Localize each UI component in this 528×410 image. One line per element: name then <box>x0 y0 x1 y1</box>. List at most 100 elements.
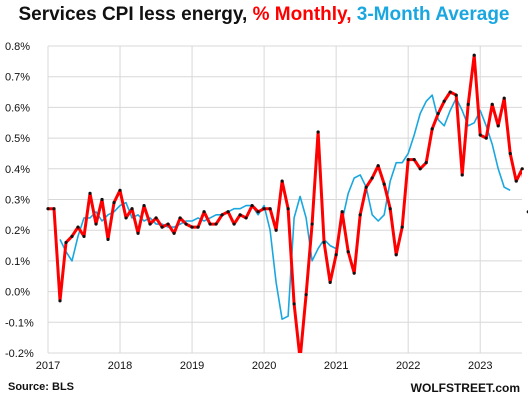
monthly-data-point <box>154 216 158 220</box>
monthly-data-point <box>430 127 434 131</box>
monthly-data-point <box>190 225 194 229</box>
monthly-data-point <box>64 240 68 245</box>
x-tick-label: 2017 <box>36 360 60 372</box>
monthly-data-point <box>214 222 218 226</box>
y-tick-label: 0.0% <box>5 287 30 299</box>
y-tick-label: -0.2% <box>5 348 34 360</box>
y-tick-label: 0.3% <box>5 195 30 207</box>
x-tick-label: 2023 <box>468 360 492 372</box>
monthly-data-point <box>244 216 248 220</box>
monthly-data-point <box>208 222 212 226</box>
monthly-data-point <box>46 207 50 211</box>
monthly-data-point <box>160 225 164 229</box>
monthly-data-point <box>310 222 314 226</box>
monthly-data-point <box>412 157 416 162</box>
title-part-monthly: % Monthly, <box>247 4 352 25</box>
x-tick-label: 2018 <box>108 360 132 372</box>
monthly-data-point <box>520 167 524 171</box>
monthly-data-point <box>256 210 260 214</box>
monthly-data-point <box>352 271 356 275</box>
title-part-average: 3-Month Average <box>351 4 510 25</box>
monthly-data-point <box>400 225 404 229</box>
monthly-data-point <box>238 213 242 217</box>
monthly-data-point <box>196 225 200 229</box>
monthly-data-point <box>376 164 380 168</box>
monthly-data-point <box>292 302 296 306</box>
y-tick-label: 0.6% <box>5 102 30 114</box>
monthly-data-point <box>370 176 374 180</box>
monthly-data-point <box>178 216 182 220</box>
monthly-data-point <box>148 222 152 226</box>
monthly-data-point <box>388 207 392 211</box>
monthly-data-point <box>166 222 170 226</box>
monthly-data-point <box>418 167 422 171</box>
monthly-data-point <box>280 179 284 183</box>
monthly-data-point <box>394 253 398 257</box>
y-tick-label: 0.1% <box>5 256 30 268</box>
monthly-data-point <box>106 237 110 242</box>
monthly-data-point <box>364 185 368 189</box>
monthly-data-point <box>514 179 518 183</box>
monthly-data-point <box>436 111 440 116</box>
monthly-data-point <box>508 151 512 156</box>
monthly-data-point <box>112 200 116 205</box>
monthly-data-point <box>286 207 290 211</box>
monthly-data-point <box>496 124 500 128</box>
monthly-data-point <box>466 102 470 106</box>
monthly-data-point <box>424 161 428 165</box>
monthly-data-point <box>502 96 506 100</box>
monthly-data-point <box>58 299 62 303</box>
monthly-data-point <box>448 90 452 94</box>
source-label: Source: BLS <box>8 381 75 393</box>
monthly-data-point <box>226 210 230 214</box>
y-tick-label: -0.1% <box>5 317 34 329</box>
monthly-data-point <box>268 207 272 211</box>
monthly-data-point <box>262 207 266 211</box>
monthly-data-point <box>328 280 332 284</box>
monthly-data-point <box>322 240 326 245</box>
monthly-data-point <box>142 204 146 208</box>
monthly-data-point <box>52 207 56 211</box>
monthly-data-point <box>358 213 362 217</box>
series-line-monthly <box>48 53 522 353</box>
monthly-data-point <box>340 210 344 214</box>
monthly-data-point <box>490 102 494 106</box>
x-tick-label: 2022 <box>396 360 420 372</box>
monthly-data-point <box>76 225 80 229</box>
y-tick-label: 0.4% <box>5 164 30 176</box>
monthly-data-point <box>70 234 74 238</box>
monthly-data-point <box>88 191 92 195</box>
monthly-data-point <box>382 182 386 186</box>
monthly-data-point <box>406 157 410 162</box>
x-tick-label: 2019 <box>180 360 204 372</box>
monthly-data-point <box>232 222 236 226</box>
brand-label: WOLFSTREET.com <box>410 381 520 395</box>
monthly-data-point <box>460 173 464 177</box>
title-part-services: Services CPI less energy, <box>18 4 248 25</box>
monthly-data-point <box>118 188 122 192</box>
x-tick-label: 2020 <box>252 360 276 372</box>
monthly-data-point <box>124 216 128 220</box>
monthly-data-point <box>202 210 206 214</box>
y-tick-label: 0.8% <box>5 41 30 53</box>
y-tick-label: 0.7% <box>5 72 30 84</box>
monthly-data-point <box>346 250 350 254</box>
y-tick-label: 0.5% <box>5 133 30 145</box>
monthly-data-point <box>478 133 482 137</box>
monthly-data-point <box>136 231 140 235</box>
x-tick-label: 2021 <box>324 360 348 372</box>
monthly-data-point <box>172 231 176 235</box>
monthly-data-point <box>274 228 278 232</box>
chart-title: Services CPI less energy, % Monthly, 3-M… <box>0 4 528 26</box>
monthly-data-point <box>472 53 476 57</box>
monthly-data-point <box>82 234 86 238</box>
monthly-data-point <box>304 293 308 297</box>
monthly-data-point <box>454 93 458 97</box>
monthly-data-point <box>184 222 188 226</box>
monthly-data-point <box>484 136 488 140</box>
y-tick-label: 0.2% <box>5 225 30 237</box>
monthly-data-point <box>94 222 98 226</box>
monthly-data-point <box>130 207 134 211</box>
series-line-average <box>59 94 511 320</box>
